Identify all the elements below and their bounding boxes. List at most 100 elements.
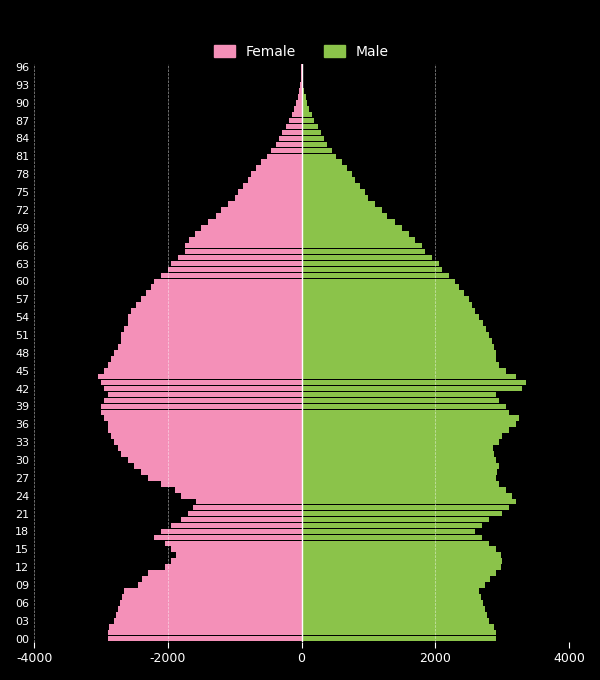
- Bar: [302, 135, 325, 141]
- Bar: [302, 624, 494, 630]
- Bar: [104, 398, 302, 403]
- Bar: [302, 189, 365, 195]
- Bar: [302, 528, 475, 534]
- Bar: [194, 231, 302, 237]
- Bar: [271, 148, 302, 153]
- Bar: [136, 303, 302, 308]
- Bar: [138, 582, 302, 588]
- Bar: [302, 237, 415, 243]
- Bar: [302, 445, 493, 451]
- Bar: [151, 284, 302, 290]
- Bar: [299, 88, 302, 94]
- Bar: [302, 344, 494, 350]
- Bar: [301, 76, 302, 82]
- Bar: [302, 439, 499, 445]
- Bar: [302, 457, 496, 463]
- Bar: [141, 469, 302, 475]
- Bar: [302, 124, 317, 129]
- Bar: [302, 219, 395, 224]
- Bar: [256, 165, 302, 171]
- Bar: [104, 415, 302, 421]
- Bar: [302, 493, 512, 498]
- Bar: [302, 356, 496, 362]
- Bar: [302, 552, 501, 558]
- Bar: [302, 374, 515, 379]
- Bar: [302, 452, 494, 457]
- Bar: [302, 433, 502, 439]
- Bar: [175, 487, 302, 492]
- Bar: [142, 576, 302, 582]
- Bar: [115, 350, 302, 356]
- Bar: [118, 606, 302, 612]
- Bar: [276, 141, 302, 148]
- Bar: [161, 273, 302, 278]
- Bar: [116, 612, 302, 617]
- Bar: [300, 82, 302, 88]
- Bar: [289, 118, 302, 124]
- Bar: [302, 249, 425, 254]
- Bar: [201, 225, 302, 231]
- Bar: [248, 177, 302, 183]
- Bar: [141, 296, 302, 302]
- Bar: [302, 154, 337, 159]
- Bar: [161, 528, 302, 534]
- Bar: [302, 308, 475, 314]
- Bar: [302, 165, 347, 171]
- Bar: [302, 207, 382, 213]
- Bar: [302, 487, 506, 492]
- Bar: [120, 600, 302, 606]
- Bar: [302, 303, 472, 308]
- Bar: [146, 290, 302, 296]
- Bar: [302, 428, 509, 433]
- Bar: [164, 541, 302, 546]
- Bar: [111, 433, 302, 439]
- Bar: [302, 403, 506, 409]
- Bar: [302, 594, 481, 600]
- Bar: [302, 630, 496, 636]
- Bar: [118, 344, 302, 350]
- Bar: [121, 452, 302, 457]
- Bar: [294, 106, 302, 112]
- Bar: [302, 463, 499, 469]
- Bar: [302, 618, 489, 624]
- Bar: [121, 332, 302, 338]
- Bar: [302, 130, 321, 135]
- Bar: [302, 582, 485, 588]
- Bar: [302, 571, 496, 576]
- Bar: [302, 475, 496, 481]
- Bar: [178, 255, 302, 260]
- Bar: [148, 571, 302, 576]
- Bar: [302, 511, 502, 516]
- Bar: [107, 636, 302, 641]
- Bar: [302, 588, 479, 594]
- Bar: [302, 362, 499, 368]
- Bar: [302, 255, 432, 260]
- Bar: [298, 94, 302, 100]
- Bar: [302, 260, 439, 267]
- Bar: [107, 422, 302, 427]
- Bar: [302, 279, 455, 284]
- Bar: [189, 237, 302, 243]
- Bar: [104, 368, 302, 373]
- Bar: [302, 612, 487, 617]
- Bar: [302, 171, 352, 177]
- Bar: [302, 547, 496, 552]
- Bar: [302, 600, 484, 606]
- Bar: [302, 576, 490, 582]
- Bar: [122, 594, 302, 600]
- Bar: [101, 379, 302, 386]
- Bar: [188, 511, 302, 516]
- Bar: [302, 606, 485, 612]
- Bar: [302, 290, 464, 296]
- Bar: [302, 481, 499, 487]
- Bar: [98, 374, 302, 379]
- Bar: [302, 415, 519, 421]
- Bar: [115, 618, 302, 624]
- Bar: [302, 368, 506, 373]
- Bar: [101, 409, 302, 415]
- Bar: [302, 273, 449, 278]
- Bar: [302, 231, 409, 237]
- Bar: [109, 624, 302, 630]
- Bar: [286, 124, 302, 129]
- Bar: [181, 517, 302, 522]
